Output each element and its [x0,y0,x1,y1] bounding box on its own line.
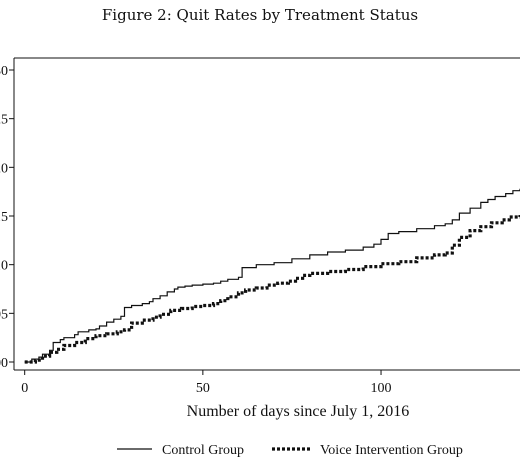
y-tick-label: 30 [0,64,8,79]
x-tick-label: 100 [371,381,392,396]
figure-title: Figure 2: Quit Rates by Treatment Status [101,6,419,24]
x-tick-label: 50 [196,381,210,396]
chart-axes: 00 05 10 15 20 25 30 0 50 100 [0,57,520,396]
legend-label-control-group: Control Group [162,443,244,458]
legend-label-voice-intervention-group: Voice Intervention Group [320,443,463,458]
series-line-control-group [24,188,520,363]
x-tick-label: 0 [21,381,28,396]
legend: Control Group Voice Intervention Group [117,443,463,458]
x-axis-label: Number of days since July 1, 2016 [187,403,410,420]
y-tick-label: 25 [0,113,8,128]
y-tick-label: 10 [0,259,8,274]
chart-series-layer [24,188,520,364]
y-tick-label: 05 [0,307,8,322]
y-tick-label: 00 [0,356,8,371]
series-line-voice-intervention-group [24,215,520,364]
y-tick-label: 15 [0,210,8,225]
y-tick-label: 20 [0,161,8,176]
